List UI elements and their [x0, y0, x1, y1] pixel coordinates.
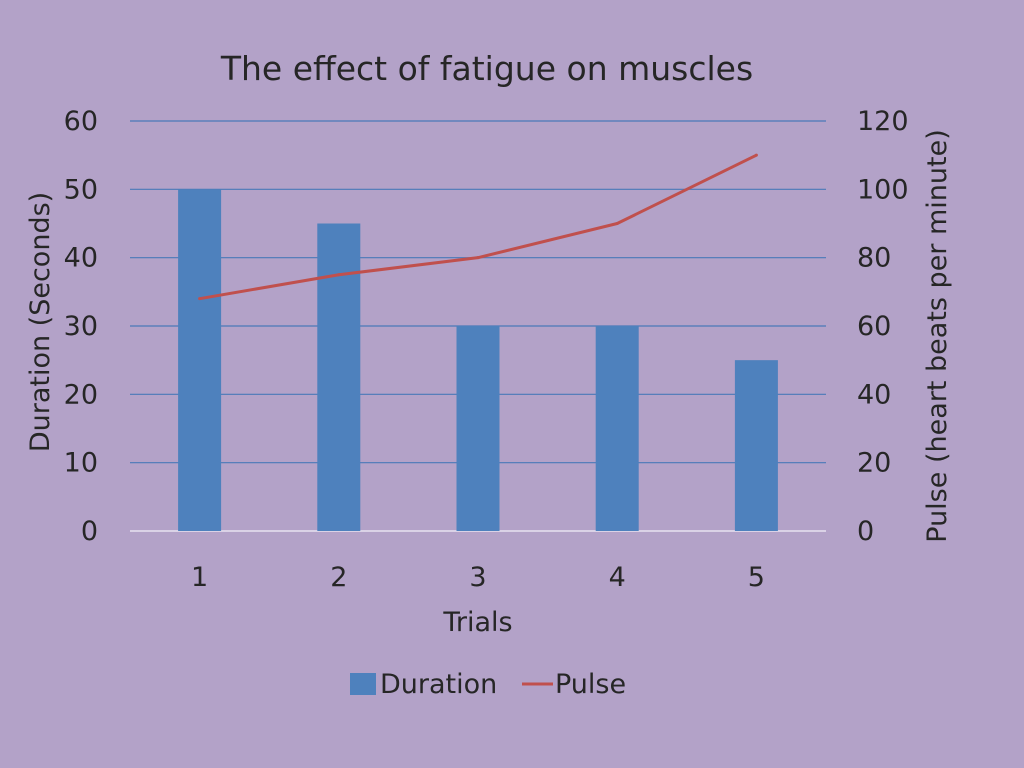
y-tick-label: 50 — [64, 174, 98, 205]
x-tick-label: 5 — [748, 562, 765, 593]
x-tick-label: 4 — [609, 562, 626, 593]
y-tick-label: 40 — [64, 243, 98, 274]
point-pulse-4 — [615, 222, 619, 225]
chart-title: The effect of fatigue on muscles — [220, 49, 753, 88]
point-pulse-2 — [337, 273, 341, 277]
y-tick-label: 20 — [64, 379, 98, 410]
bar-duration-4 — [595, 326, 639, 531]
y2-tick-label: 100 — [857, 174, 909, 205]
y2-tick-label: 60 — [857, 311, 891, 342]
bar-duration-5 — [734, 360, 778, 531]
x-axis-label: Trials — [442, 607, 512, 638]
bar-series-duration — [178, 189, 778, 532]
legend-label-duration: Duration — [380, 669, 497, 700]
y-tick-label: 30 — [64, 311, 98, 342]
x-tick-label: 1 — [191, 562, 208, 593]
y-tick-label: 60 — [64, 106, 98, 137]
y2-tick-label: 20 — [857, 448, 891, 479]
bar-duration-3 — [456, 326, 500, 531]
y2-tick-label: 0 — [857, 516, 874, 547]
y2-tick-label: 80 — [857, 243, 891, 274]
point-pulse-1 — [198, 297, 202, 301]
line-series-pulse — [198, 153, 758, 301]
pulse-line — [199, 153, 758, 301]
x-axis-ticks: 1 2 3 4 5 — [191, 562, 765, 593]
y-axis-left-ticks: 0 10 20 30 40 50 60 — [64, 106, 98, 547]
point-pulse-5 — [754, 153, 758, 157]
x-tick-label: 2 — [330, 562, 347, 593]
legend: Duration Pulse — [350, 669, 626, 700]
y-tick-label: 0 — [81, 516, 98, 547]
legend-swatch-duration — [350, 673, 376, 695]
legend-label-pulse: Pulse — [555, 669, 626, 700]
y-tick-label: 10 — [64, 448, 98, 479]
y2-axis-label: Pulse (heart beats per minute) — [922, 129, 953, 542]
point-pulse-3 — [476, 256, 480, 260]
y-axis-label: Duration (Seconds) — [25, 192, 56, 452]
bar-duration-1 — [178, 189, 222, 532]
y-axis-right-ticks: 0 20 40 60 80 100 120 — [857, 106, 909, 547]
x-tick-label: 3 — [469, 562, 486, 593]
bar-duration-2 — [317, 223, 361, 531]
y2-tick-label: 120 — [857, 106, 909, 137]
y2-tick-label: 40 — [857, 379, 891, 410]
